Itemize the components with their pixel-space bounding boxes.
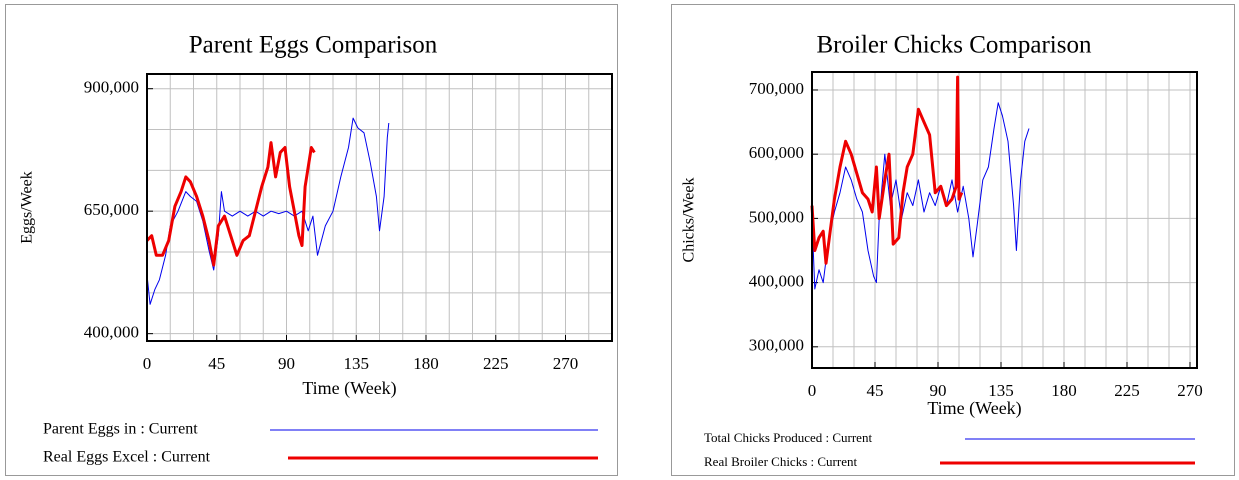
x-tick-label: 225 xyxy=(1114,381,1140,400)
y-tick-label: 600,000 xyxy=(749,143,804,162)
x-tick-label: 45 xyxy=(867,381,884,400)
y-tick-label: 300,000 xyxy=(749,336,804,355)
chart-title: Broiler Chicks Comparison xyxy=(817,32,1092,59)
x-tick-label: 45 xyxy=(208,354,225,373)
plot-frame xyxy=(146,73,613,342)
x-tick-label: 0 xyxy=(143,354,152,373)
series-line xyxy=(810,75,964,265)
series-line xyxy=(811,102,1030,290)
x-tick-label: 0 xyxy=(808,381,817,400)
x-tick-label: 225 xyxy=(483,354,509,373)
y-tick-label: 400,000 xyxy=(84,323,139,342)
legend-label: Real Broiler Chicks : Current xyxy=(704,454,857,469)
y-tick-label: 700,000 xyxy=(749,79,804,98)
series-line xyxy=(145,141,316,267)
x-tick-label: 90 xyxy=(278,354,295,373)
y-tick-label: 400,000 xyxy=(749,272,804,291)
x-axis-label: Time (Week) xyxy=(927,398,1021,419)
x-tick-label: 270 xyxy=(553,354,579,373)
x-tick-label: 90 xyxy=(930,381,947,400)
series-line xyxy=(146,117,390,305)
y-tick-label: 900,000 xyxy=(84,78,139,97)
x-tick-label: 180 xyxy=(413,354,439,373)
y-axis-label: Eggs/Week xyxy=(19,171,36,243)
chart-title: Parent Eggs Comparison xyxy=(189,32,438,59)
y-tick-label: 500,000 xyxy=(749,207,804,226)
y-tick-label: 650,000 xyxy=(84,200,139,219)
x-tick-label: 135 xyxy=(988,381,1014,400)
x-tick-label: 135 xyxy=(344,354,370,373)
legend-label: Total Chicks Produced : Current xyxy=(704,430,872,445)
legend-label: Parent Eggs in : Current xyxy=(43,421,198,438)
x-tick-label: 270 xyxy=(1177,381,1203,400)
plot-area xyxy=(812,72,1197,368)
x-tick-label: 180 xyxy=(1051,381,1077,400)
y-axis-label: Chicks/Week xyxy=(681,178,698,263)
plot-frame xyxy=(811,71,1198,369)
x-axis-label: Time (Week) xyxy=(302,378,396,399)
legend-label: Real Eggs Excel : Current xyxy=(43,449,211,466)
